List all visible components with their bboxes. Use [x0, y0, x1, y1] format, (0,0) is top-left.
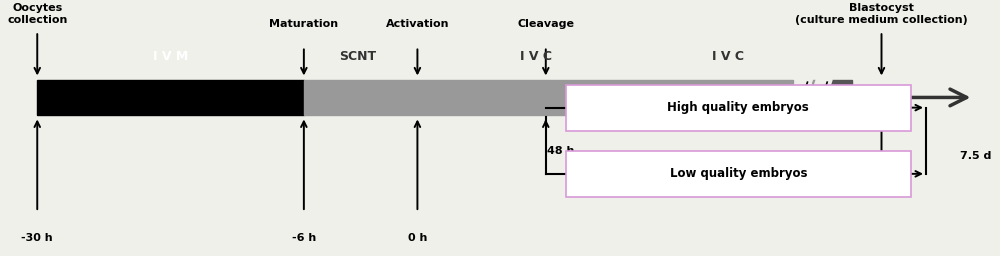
Text: Maturation: Maturation — [269, 18, 338, 28]
FancyBboxPatch shape — [566, 151, 911, 197]
Text: Activation: Activation — [386, 18, 449, 28]
Text: -30 h: -30 h — [21, 232, 53, 243]
FancyBboxPatch shape — [566, 85, 911, 131]
Text: -6 h: -6 h — [292, 232, 316, 243]
Text: I V C: I V C — [520, 50, 552, 63]
Bar — [304, 80, 793, 115]
Polygon shape — [804, 80, 832, 115]
Bar — [822, 80, 852, 115]
Text: SCNT: SCNT — [340, 50, 377, 63]
Text: Oocytes
collection: Oocytes collection — [7, 3, 67, 25]
Text: I V M: I V M — [153, 50, 188, 63]
Text: Low quality embryos: Low quality embryos — [670, 167, 807, 180]
Text: 7.5 d: 7.5 d — [960, 151, 992, 161]
Bar — [812, 80, 822, 115]
Text: I V C: I V C — [712, 50, 744, 63]
Text: 0 h: 0 h — [408, 232, 427, 243]
Text: Cleavage: Cleavage — [517, 18, 574, 28]
Bar — [37, 80, 304, 115]
Text: Blastocyst
(culture medium collection): Blastocyst (culture medium collection) — [795, 3, 968, 25]
Polygon shape — [785, 80, 812, 115]
Text: 48 h: 48 h — [547, 146, 574, 156]
Text: High quality embryos: High quality embryos — [667, 101, 809, 114]
